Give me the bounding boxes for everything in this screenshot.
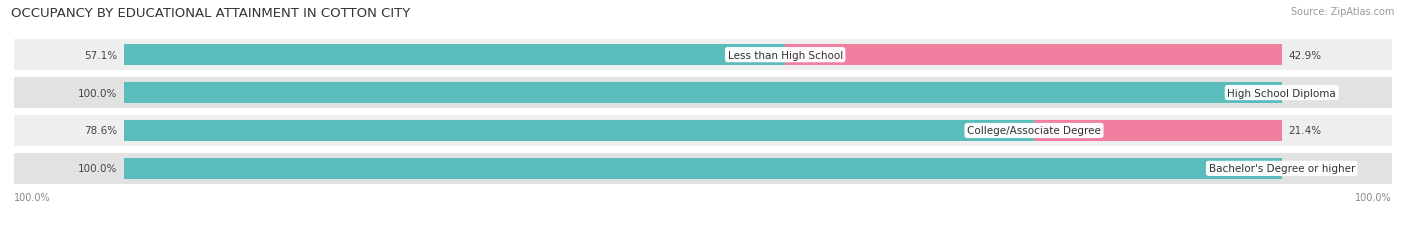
Text: 57.1%: 57.1%: [84, 50, 118, 60]
Bar: [1033, 121, 1282, 141]
Text: Less than High School: Less than High School: [727, 50, 842, 60]
Bar: [124, 121, 1033, 141]
Bar: [14, 116, 1392, 146]
Bar: [14, 40, 1392, 71]
Text: OCCUPANCY BY EDUCATIONAL ATTAINMENT IN COTTON CITY: OCCUPANCY BY EDUCATIONAL ATTAINMENT IN C…: [11, 7, 411, 20]
Text: 42.9%: 42.9%: [1289, 50, 1322, 60]
Text: 0.0%: 0.0%: [1289, 88, 1315, 98]
Bar: [124, 45, 785, 66]
Text: 100.0%: 100.0%: [1355, 192, 1392, 202]
Text: 100.0%: 100.0%: [14, 192, 51, 202]
Text: 78.6%: 78.6%: [84, 126, 118, 136]
Text: 21.4%: 21.4%: [1289, 126, 1322, 136]
Text: 0.0%: 0.0%: [1289, 164, 1315, 174]
Bar: [124, 83, 1282, 103]
Text: High School Diploma: High School Diploma: [1227, 88, 1336, 98]
Bar: [124, 158, 1282, 179]
Bar: [785, 45, 1282, 66]
Bar: [14, 153, 1392, 184]
Bar: [14, 78, 1392, 109]
Text: 100.0%: 100.0%: [77, 164, 118, 174]
Text: Source: ZipAtlas.com: Source: ZipAtlas.com: [1291, 7, 1395, 17]
Text: Bachelor's Degree or higher: Bachelor's Degree or higher: [1209, 164, 1355, 174]
Text: 100.0%: 100.0%: [77, 88, 118, 98]
Text: College/Associate Degree: College/Associate Degree: [967, 126, 1101, 136]
